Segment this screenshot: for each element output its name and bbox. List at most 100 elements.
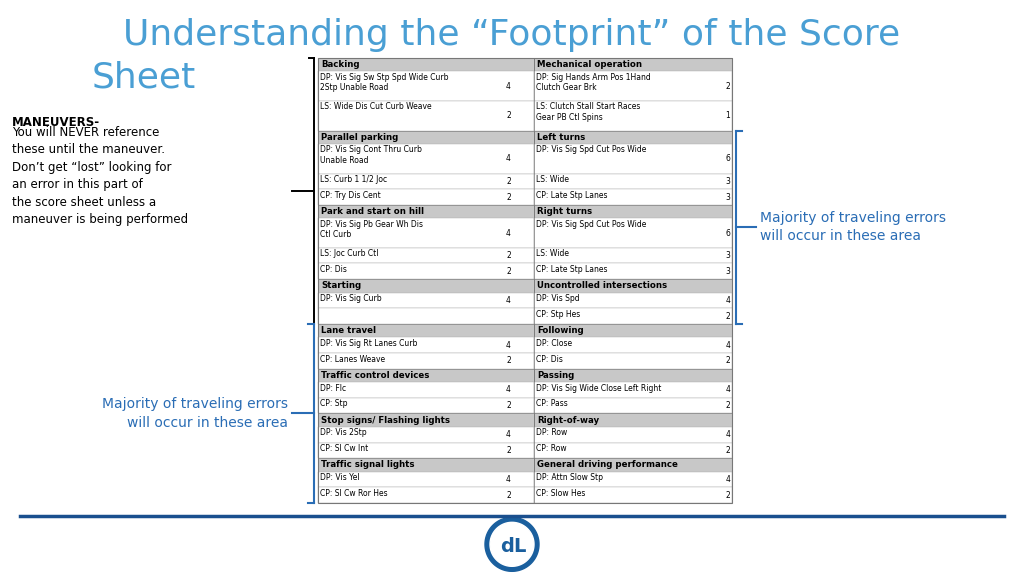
Text: DP: Vis Sig Sw Stp Spd Wide Curb
2Stp Unable Road: DP: Vis Sig Sw Stp Spd Wide Curb 2Stp Un…	[319, 73, 449, 92]
Text: DP: Row: DP: Row	[537, 429, 567, 437]
Bar	[318, 248, 535, 263]
Text: Left turns: Left turns	[538, 132, 586, 142]
Text: 2: 2	[726, 446, 730, 455]
Text: Mechanical operation: Mechanical operation	[538, 60, 642, 69]
Text: Park and start on hill: Park and start on hill	[321, 207, 424, 216]
Text: You will NEVER reference
these until the maneuver.
Don’t get “lost” looking for
: You will NEVER reference these until the…	[12, 126, 188, 226]
Text: 4: 4	[726, 385, 730, 395]
Bar	[535, 458, 732, 472]
Text: CP: Late Stp Lanes: CP: Late Stp Lanes	[537, 265, 607, 274]
Text: Understanding the “Footprint” of the Score: Understanding the “Footprint” of the Sco…	[124, 18, 900, 52]
Text: DP: Close: DP: Close	[537, 339, 572, 348]
Text: 4: 4	[506, 82, 511, 90]
Bar	[318, 338, 535, 353]
Bar	[318, 308, 535, 324]
Bar	[535, 205, 732, 218]
Text: LS: Wide Dis Cut Curb Weave: LS: Wide Dis Cut Curb Weave	[319, 103, 432, 112]
Text: LS: Curb 1 1/2 Joc: LS: Curb 1 1/2 Joc	[319, 175, 387, 184]
Text: 2: 2	[726, 401, 730, 410]
Text: 2: 2	[506, 192, 511, 202]
Polygon shape	[485, 517, 539, 571]
Bar	[318, 427, 535, 442]
Bar	[535, 324, 732, 338]
Bar	[318, 189, 535, 205]
Bar	[535, 218, 732, 248]
Bar	[318, 173, 535, 189]
Bar	[535, 248, 732, 263]
Bar	[318, 263, 535, 279]
Text: 6: 6	[726, 154, 730, 163]
Text: DP: Vis Spd: DP: Vis Spd	[537, 294, 580, 303]
Text: 2: 2	[726, 82, 730, 90]
Text: Traffic control devices: Traffic control devices	[321, 371, 429, 380]
Bar	[318, 324, 535, 338]
Bar	[535, 382, 732, 398]
Bar	[318, 101, 535, 131]
Bar	[318, 205, 535, 218]
Text: 4: 4	[506, 430, 511, 439]
Text: CP: Dis: CP: Dis	[537, 354, 563, 363]
Bar	[318, 293, 535, 308]
Text: 3: 3	[726, 192, 730, 202]
Bar	[318, 369, 535, 382]
Bar	[535, 263, 732, 279]
Bar	[318, 58, 535, 71]
Bar	[318, 144, 535, 173]
Bar	[535, 173, 732, 189]
Text: 2: 2	[506, 177, 511, 186]
Text: LS: Joc Curb Ctl: LS: Joc Curb Ctl	[319, 249, 379, 258]
Text: CP: Pass: CP: Pass	[537, 399, 568, 408]
Text: Uncontrolled intersections: Uncontrolled intersections	[538, 281, 668, 290]
Text: DP: Vis Yel: DP: Vis Yel	[319, 473, 359, 482]
Bar	[535, 308, 732, 324]
Text: DP: Vis 2Stp: DP: Vis 2Stp	[319, 429, 367, 437]
Bar	[318, 414, 535, 427]
Text: Right turns: Right turns	[538, 207, 592, 216]
Bar	[535, 101, 732, 131]
Text: 2: 2	[726, 491, 730, 499]
Text: Sheet: Sheet	[91, 60, 196, 94]
Text: CP: Try Dis Cent: CP: Try Dis Cent	[319, 191, 381, 200]
Bar	[318, 71, 535, 101]
Text: CP: Dis: CP: Dis	[319, 265, 347, 274]
Text: CP: Lanes Weave: CP: Lanes Weave	[319, 354, 385, 363]
Text: 2: 2	[506, 111, 511, 120]
Polygon shape	[490, 522, 534, 566]
Text: CP: SI Cw Ror Hes: CP: SI Cw Ror Hes	[319, 489, 388, 498]
Text: LS: Clutch Stall Start Races
Gear PB Ctl Spins: LS: Clutch Stall Start Races Gear PB Ctl…	[537, 103, 640, 122]
Bar	[535, 189, 732, 205]
Text: 4: 4	[726, 340, 730, 350]
Text: 1: 1	[726, 111, 730, 120]
Text: Majority of traveling errors
will occur in these area: Majority of traveling errors will occur …	[760, 211, 946, 244]
Bar	[318, 58, 732, 503]
Text: 2: 2	[506, 357, 511, 365]
Text: MANEUVERS-: MANEUVERS-	[12, 116, 100, 129]
Text: Majority of traveling errors
will occur in these area: Majority of traveling errors will occur …	[102, 397, 288, 430]
Text: Backing: Backing	[321, 60, 359, 69]
Text: DP: Sig Hands Arm Pos 1Hand
Clutch Gear Brk: DP: Sig Hands Arm Pos 1Hand Clutch Gear …	[537, 73, 651, 92]
Text: 6: 6	[726, 229, 730, 237]
Text: d: d	[500, 537, 514, 556]
Text: DP: Flc: DP: Flc	[319, 384, 346, 393]
Text: DP: Vis Sig Cont Thru Curb
Unable Road: DP: Vis Sig Cont Thru Curb Unable Road	[319, 146, 422, 165]
Bar	[318, 218, 535, 248]
Text: DP: Vis Sig Curb: DP: Vis Sig Curb	[319, 294, 382, 303]
Bar	[535, 71, 732, 101]
Bar	[318, 353, 535, 369]
Text: DP: Vis Sig Spd Cut Pos Wide: DP: Vis Sig Spd Cut Pos Wide	[537, 220, 646, 229]
Bar	[318, 487, 535, 503]
Text: DP: Vis Sig Spd Cut Pos Wide: DP: Vis Sig Spd Cut Pos Wide	[537, 146, 646, 154]
Text: 3: 3	[726, 251, 730, 260]
Bar	[535, 131, 732, 144]
Text: CP: Row: CP: Row	[537, 444, 566, 453]
Bar	[535, 279, 732, 293]
Text: LS: Wide: LS: Wide	[537, 175, 569, 184]
Text: LS: Wide: LS: Wide	[537, 249, 569, 258]
Bar	[318, 382, 535, 398]
Bar	[318, 458, 535, 472]
Text: General driving performance: General driving performance	[538, 460, 678, 469]
Text: 2: 2	[506, 267, 511, 276]
Text: CP: Stp Hes: CP: Stp Hes	[537, 310, 581, 319]
Text: 2: 2	[506, 401, 511, 410]
Bar	[535, 144, 732, 173]
